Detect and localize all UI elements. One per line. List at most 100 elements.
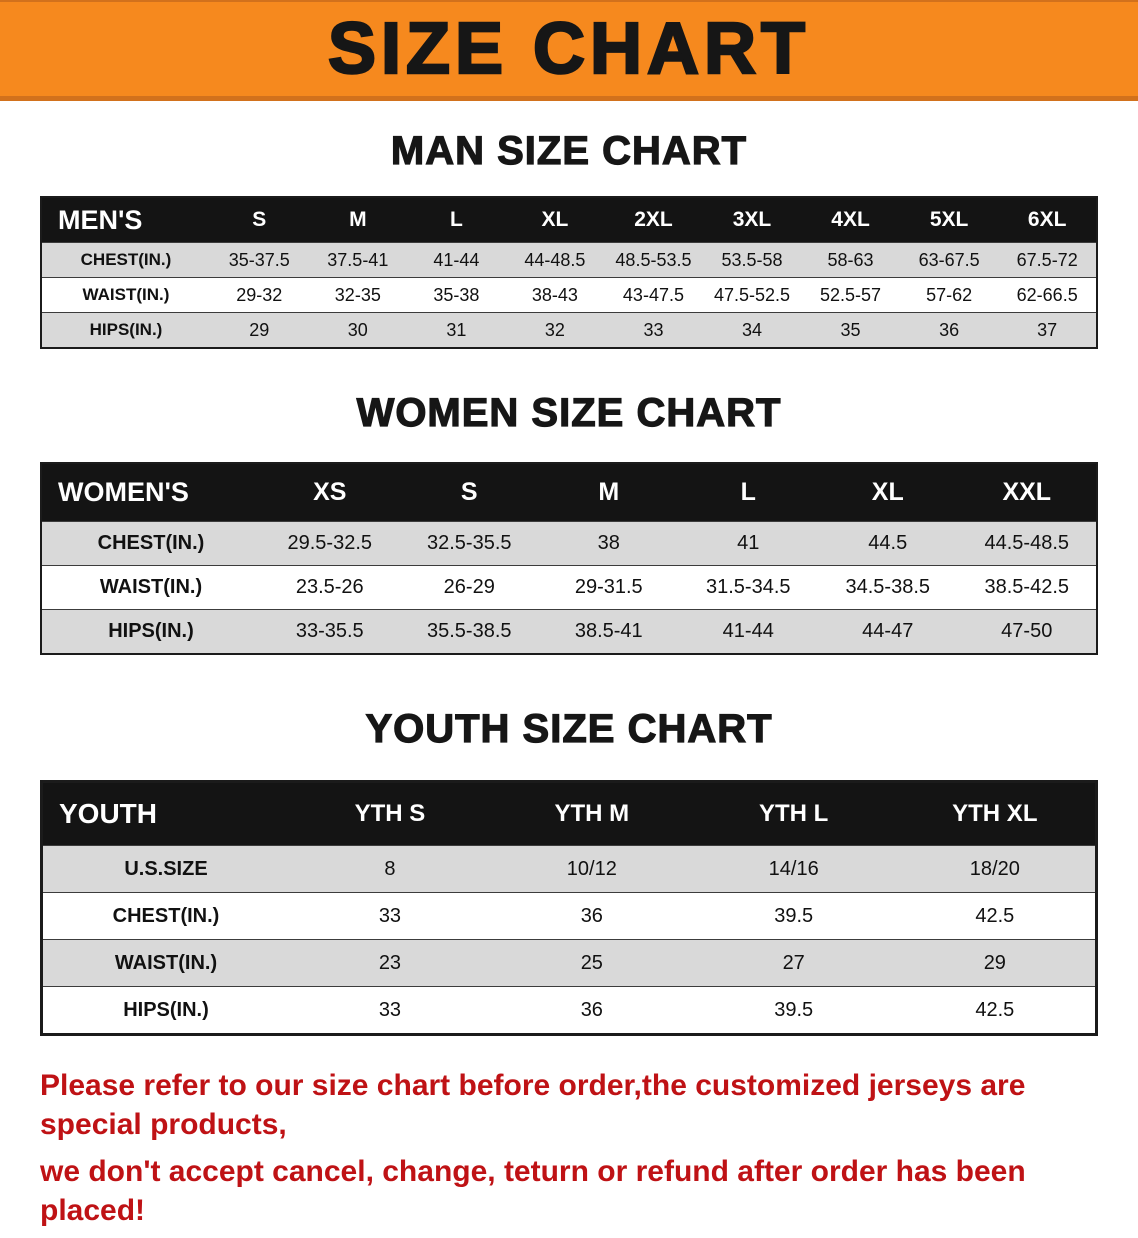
value-cell: 43-47.5 [604, 277, 703, 313]
value-cell: 62-66.5 [998, 277, 1097, 313]
table-row: WAIST(IN.) 23.5-26 26-29 29-31.5 31.5-34.5 34… [41, 565, 1097, 610]
table-header-row: YOUTH YTH S YTH M YTH L YTH XL [41, 781, 1097, 846]
footer-notice: Please refer to our size chart before or… [40, 1066, 1098, 1230]
value-cell: 32-35 [308, 277, 408, 313]
men-section: MAN SIZE CHART MEN'S S M L XL 2XL 3XL 4XL 5XL 6XL… [0, 101, 1138, 349]
value-cell: 57-62 [899, 277, 999, 313]
youth-size-table: YOUTH YTH S YTH M YTH L YTH XL U.S.SIZE 8 10/12… [40, 780, 1098, 1036]
value-cell: 8 [289, 845, 491, 893]
value-cell: 23.5-26 [260, 565, 400, 610]
table-row: HIPS(IN.) 33 36 39.5 42.5 [41, 986, 1097, 1035]
row-label-cell: HIPS(IN.) [41, 312, 210, 348]
value-cell: 44-47 [818, 609, 958, 654]
value-cell: 42.5 [894, 986, 1097, 1035]
value-cell: 27 [692, 939, 895, 987]
size-column-header: 2XL [604, 197, 703, 243]
value-cell: 36 [490, 986, 693, 1035]
size-column-header: M [308, 197, 408, 243]
notice-line-2: we don't accept cancel, change, teturn o… [40, 1155, 1026, 1227]
size-column-header: L [407, 197, 506, 243]
table-row: HIPS(IN.) 29 30 31 32 33 34 35 36 37 [41, 312, 1097, 348]
value-cell: 25 [490, 939, 693, 987]
value-cell: 30 [308, 312, 408, 348]
size-column-header: S [399, 463, 539, 522]
table-row: U.S.SIZE 8 10/12 14/16 18/20 [41, 845, 1097, 893]
youth-section-heading: YOUTH SIZE CHART [365, 706, 773, 751]
value-cell: 47-50 [957, 609, 1097, 654]
value-cell: 32.5-35.5 [399, 521, 539, 566]
value-cell: 31 [407, 312, 506, 348]
size-column-header: S [210, 197, 309, 243]
value-cell: 52.5-57 [801, 277, 900, 313]
value-cell: 44.5-48.5 [957, 521, 1097, 566]
value-cell: 29.5-32.5 [260, 521, 400, 566]
size-column-header: 4XL [801, 197, 900, 243]
women-size-table: WOMEN'S XS S M L XL XXL CHEST(IN.) 29.5-32.5 32.5… [40, 462, 1098, 655]
value-cell: 36 [899, 312, 999, 348]
row-label-cell: CHEST(IN.) [41, 242, 210, 278]
women-section-heading: WOMEN SIZE CHART [356, 390, 782, 435]
value-cell: 67.5-72 [998, 242, 1097, 278]
table-row: CHEST(IN.) 33 36 39.5 42.5 [41, 892, 1097, 940]
value-cell: 29-31.5 [539, 565, 679, 610]
table-title-cell: YOUTH [41, 781, 289, 846]
row-label-cell: WAIST(IN.) [41, 277, 210, 313]
table-row: HIPS(IN.) 33-35.5 35.5-38.5 38.5-41 41-44 44-… [41, 609, 1097, 654]
table-row: WAIST(IN.) 29-32 32-35 35-38 38-43 43-47.5 47.… [41, 277, 1097, 313]
value-cell: 33 [604, 312, 703, 348]
men-section-heading: MAN SIZE CHART [390, 128, 748, 173]
value-cell: 63-67.5 [899, 242, 999, 278]
value-cell: 42.5 [894, 892, 1097, 940]
row-label-cell: WAIST(IN.) [41, 939, 289, 987]
value-cell: 44.5 [818, 521, 958, 566]
value-cell: 44-48.5 [505, 242, 605, 278]
value-cell: 35-38 [407, 277, 506, 313]
value-cell: 39.5 [692, 986, 895, 1035]
size-column-header: YTH S [289, 781, 491, 846]
notice-line-1: Please refer to our size chart before or… [40, 1069, 1026, 1141]
value-cell: 38-43 [505, 277, 605, 313]
value-cell: 33 [289, 986, 491, 1035]
size-column-header: 3XL [702, 197, 802, 243]
table-header-row: MEN'S S M L XL 2XL 3XL 4XL 5XL 6XL [41, 197, 1097, 243]
women-section: WOMEN SIZE CHART WOMEN'S XS S M L XL XXL CHEST(… [0, 349, 1138, 655]
value-cell: 14/16 [692, 845, 895, 893]
size-column-header: XL [818, 463, 958, 522]
value-cell: 38 [539, 521, 679, 566]
value-cell: 37.5-41 [308, 242, 408, 278]
value-cell: 29 [894, 939, 1097, 987]
value-cell: 31.5-34.5 [678, 565, 818, 610]
table-row: CHEST(IN.) 29.5-32.5 32.5-35.5 38 41 44.5 44.5… [41, 521, 1097, 566]
row-label-cell: HIPS(IN.) [41, 986, 289, 1035]
row-label-cell: HIPS(IN.) [41, 609, 260, 654]
size-column-header: YTH XL [894, 781, 1097, 846]
value-cell: 37 [998, 312, 1097, 348]
value-cell: 48.5-53.5 [604, 242, 703, 278]
size-column-header: 5XL [899, 197, 999, 243]
value-cell: 35-37.5 [210, 242, 309, 278]
value-cell: 41-44 [678, 609, 818, 654]
size-column-header: M [539, 463, 679, 522]
size-column-header: L [678, 463, 818, 522]
value-cell: 47.5-52.5 [702, 277, 802, 313]
youth-section: YOUTH SIZE CHART YOUTH YTH S YTH M YTH L YTH… [0, 655, 1138, 1036]
banner: SIZE CHART [0, 0, 1138, 101]
value-cell: 41-44 [407, 242, 506, 278]
value-cell: 58-63 [801, 242, 900, 278]
size-column-header: YTH L [692, 781, 895, 846]
value-cell: 26-29 [399, 565, 539, 610]
value-cell: 34 [702, 312, 802, 348]
value-cell: 38.5-42.5 [957, 565, 1097, 610]
size-column-header: XXL [957, 463, 1097, 522]
value-cell: 38.5-41 [539, 609, 679, 654]
table-header-row: WOMEN'S XS S M L XL XXL [41, 463, 1097, 522]
row-label-cell: WAIST(IN.) [41, 565, 260, 610]
value-cell: 35.5-38.5 [399, 609, 539, 654]
value-cell: 29 [210, 312, 309, 348]
value-cell: 35 [801, 312, 900, 348]
row-label-cell: CHEST(IN.) [41, 892, 289, 940]
value-cell: 33-35.5 [260, 609, 400, 654]
value-cell: 39.5 [692, 892, 895, 940]
value-cell: 41 [678, 521, 818, 566]
